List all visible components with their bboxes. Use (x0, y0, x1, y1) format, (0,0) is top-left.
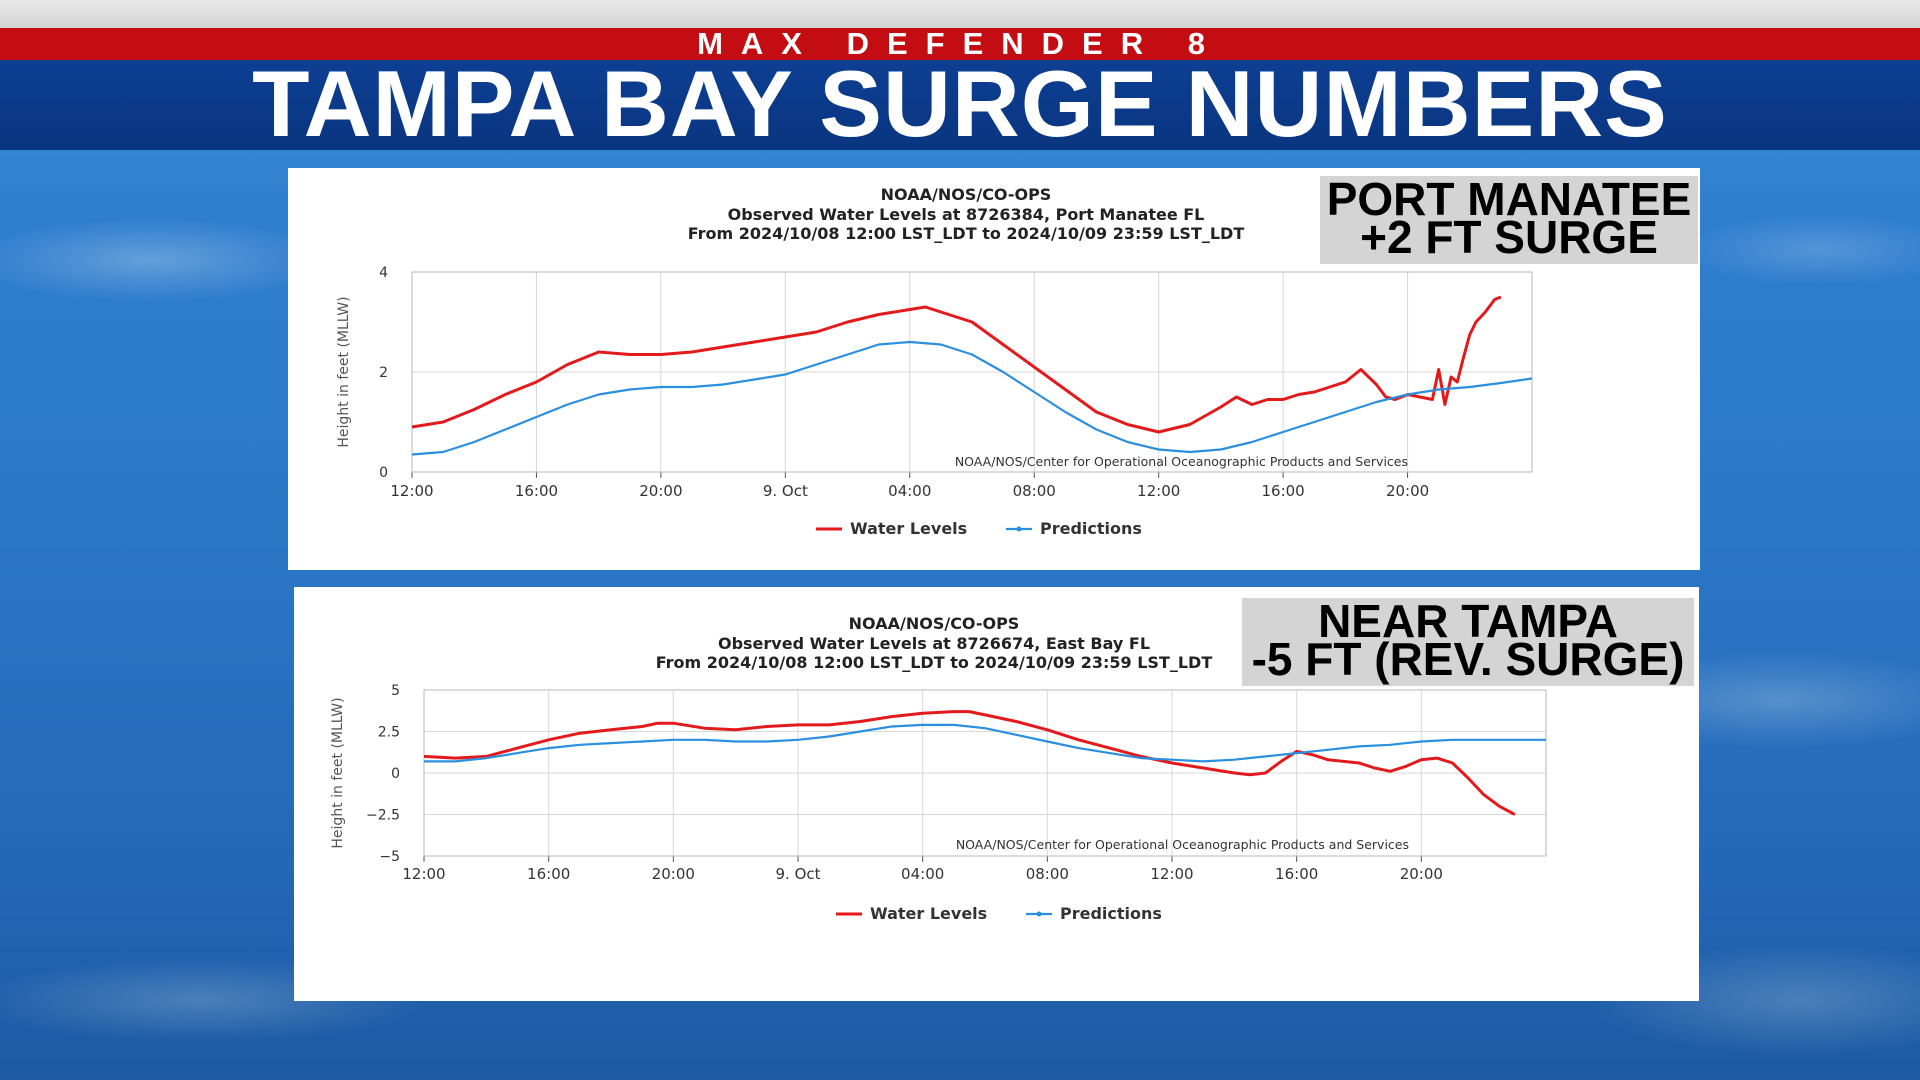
y-tick-label: 0 (391, 766, 400, 782)
page-title: TAMPA BAY SURGE NUMBERS (252, 51, 1668, 156)
x-tick-label: 20:00 (1386, 482, 1429, 500)
x-tick-label: 08:00 (1013, 482, 1056, 500)
legend-predictions-label: Predictions (1060, 904, 1162, 923)
x-tick-label: 12:00 (390, 482, 433, 500)
x-tick-label: 04:00 (901, 865, 944, 883)
chart-subtitle: Observed Water Levels at 8726674, East B… (718, 634, 1150, 653)
chart-credit: NOAA/NOS/Center for Operational Oceanogr… (956, 837, 1409, 852)
x-tick-label: 16:00 (527, 865, 570, 883)
callout-line-2: +2 FT SURGE (1360, 211, 1658, 263)
y-tick-label: 2.5 (378, 725, 400, 741)
y-axis-label: Height in feet (MLLW) (336, 296, 352, 447)
y-tick-label: −5 (379, 849, 400, 865)
predictions-line (424, 723, 1546, 763)
x-tick-label: 16:00 (515, 482, 558, 500)
x-tick-label: 20:00 (652, 865, 695, 883)
plot-area-border (423, 689, 1547, 857)
top-strip (0, 0, 1920, 28)
y-tick-label: 4 (379, 265, 388, 281)
x-tick-label: 08:00 (1026, 865, 1069, 883)
legend-predictions-label: Predictions (1040, 519, 1142, 538)
headline-bar (0, 60, 1920, 150)
x-tick-label: 9. Oct (775, 865, 820, 883)
port-manatee-callout: PORT MANATEE +2 FT SURGE (1320, 176, 1698, 264)
chart-date-range: From 2024/10/08 12:00 LST_LDT to 2024/10… (688, 224, 1245, 243)
legend-predictions-marker (1036, 911, 1042, 917)
east-bay-chart-card: NOAA/NOS/CO-OPS Observed Water Levels at … (294, 587, 1699, 1001)
callout-line-1: NEAR TAMPA (1318, 595, 1618, 647)
port-manatee-chart-card: NOAA/NOS/CO-OPS Observed Water Levels at … (288, 168, 1700, 570)
water-levels-line (423, 710, 1516, 816)
chart-credit: NOAA/NOS/Center for Operational Oceanogr… (955, 454, 1408, 469)
y-tick-label: −2.5 (366, 808, 400, 824)
near-tampa-callout: NEAR TAMPA -5 FT (REV. SURGE) (1242, 598, 1694, 686)
plot-area-border (411, 271, 1533, 473)
x-tick-label: 16:00 (1261, 482, 1304, 500)
water-levels-line (411, 295, 1502, 434)
x-tick-label: 12:00 (1150, 865, 1193, 883)
predictions-line (411, 340, 1533, 456)
chart-date-range: From 2024/10/08 12:00 LST_LDT to 2024/10… (656, 653, 1213, 672)
x-tick-label: 04:00 (888, 482, 931, 500)
chart-subtitle: Observed Water Levels at 8726384, Port M… (728, 205, 1205, 224)
x-tick-label: 16:00 (1275, 865, 1318, 883)
kicker-bar (0, 28, 1920, 60)
y-tick-label: 5 (391, 683, 400, 699)
callout-line-2: -5 FT (REV. SURGE) (1251, 633, 1685, 685)
y-tick-label: 2 (379, 365, 388, 381)
x-tick-label: 20:00 (639, 482, 682, 500)
legend-water-label: Water Levels (870, 904, 987, 923)
callout-line-1: PORT MANATEE (1326, 173, 1692, 225)
x-tick-label: 20:00 (1400, 865, 1443, 883)
y-tick-label: 0 (379, 465, 388, 481)
y-axis-label: Height in feet (MLLW) (330, 697, 346, 848)
x-tick-label: 12:00 (402, 865, 445, 883)
legend-water-label: Water Levels (850, 519, 967, 538)
legend-predictions-marker (1016, 526, 1022, 532)
x-tick-label: 12:00 (1137, 482, 1180, 500)
chart-title: NOAA/NOS/CO-OPS (849, 614, 1020, 633)
chart-title: NOAA/NOS/CO-OPS (881, 185, 1052, 204)
kicker-text: MAX DEFENDER 8 (697, 26, 1223, 61)
x-tick-label: 9. Oct (763, 482, 808, 500)
